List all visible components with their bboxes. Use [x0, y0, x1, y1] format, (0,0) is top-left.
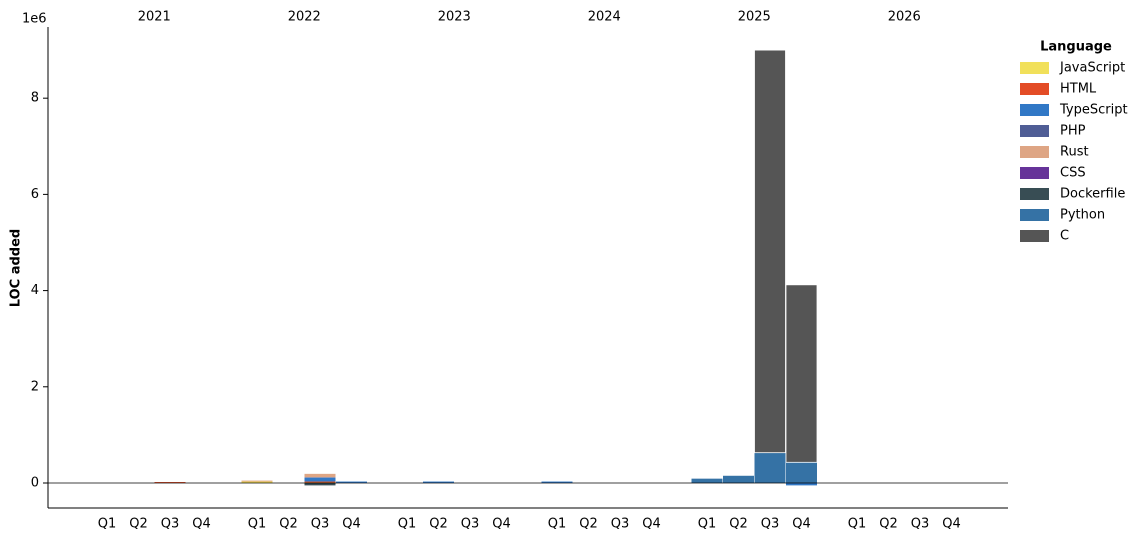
year-label: 2021 [138, 10, 171, 25]
legend-label: JavaScript [1059, 61, 1125, 76]
x-tick-label: Q1 [548, 517, 567, 532]
bar-segment [304, 482, 336, 486]
year-label: 2025 [738, 10, 771, 25]
legend-title: Language [1040, 40, 1112, 55]
x-tick-label: Q4 [642, 517, 661, 532]
x-tick-label: Q3 [761, 517, 780, 532]
y-offset-label: 1e6 [22, 12, 47, 27]
bar-segment [241, 481, 273, 483]
y-tick-label: 0 [31, 475, 39, 490]
legend-swatch [1020, 125, 1049, 137]
legend-label: Python [1060, 208, 1105, 223]
legend-label: PHP [1060, 124, 1086, 139]
x-tick-label: Q2 [879, 517, 898, 532]
y-tick-label: 6 [31, 187, 39, 202]
bar-segment [541, 481, 573, 483]
x-tick-label: Q3 [161, 517, 180, 532]
legend-label: Rust [1060, 145, 1089, 160]
year-label: 2024 [588, 10, 621, 25]
legend-swatch [1020, 83, 1049, 95]
year-label: 2022 [288, 10, 321, 25]
bar-segment [154, 482, 186, 483]
legend-swatch [1020, 146, 1049, 158]
x-tick-label: Q3 [461, 517, 480, 532]
bar-segment [723, 475, 754, 483]
x-tick-label: Q1 [98, 517, 117, 532]
x-tick-label: Q4 [942, 517, 961, 532]
bar-segment [786, 462, 817, 483]
x-tick-label: Q3 [611, 517, 630, 532]
x-tick-label: Q2 [729, 517, 748, 532]
bar-segment [691, 478, 723, 483]
year-label: 2026 [888, 10, 921, 25]
x-tick-label: Q1 [698, 517, 717, 532]
x-tick-label: Q4 [342, 517, 361, 532]
year-label: 2023 [438, 10, 471, 25]
x-tick-label: Q1 [398, 517, 417, 532]
y-tick-label: 8 [31, 91, 39, 106]
legend-label: TypeScript [1059, 103, 1128, 118]
x-tick-label: Q3 [311, 517, 330, 532]
x-tick-label: Q2 [579, 517, 598, 532]
legend-swatch [1020, 230, 1049, 242]
legend-swatch [1020, 62, 1049, 74]
bar-segment [304, 477, 336, 482]
x-tick-label: Q2 [429, 517, 448, 532]
bar-segment [786, 482, 817, 486]
legend-swatch [1020, 167, 1049, 179]
bar-segment [241, 480, 273, 482]
x-tick-label: Q2 [129, 517, 148, 532]
x-tick-label: Q4 [492, 517, 511, 532]
legend-label: C [1060, 229, 1069, 244]
legend-swatch [1020, 188, 1049, 200]
x-tick-label: Q1 [848, 517, 867, 532]
x-tick-label: Q2 [279, 517, 298, 532]
x-tick-label: Q4 [792, 517, 811, 532]
legend-swatch [1020, 104, 1049, 116]
x-tick-label: Q3 [911, 517, 930, 532]
bar-segment [754, 49, 786, 454]
bar-segment [754, 452, 786, 483]
bar-segment [785, 284, 818, 463]
bar-segment [304, 481, 336, 483]
legend-swatch [1020, 209, 1049, 221]
y-axis-label: LOC added [9, 229, 24, 307]
x-tick-label: Q4 [192, 517, 211, 532]
bar-segment [304, 473, 336, 478]
bar-segment [336, 481, 367, 483]
y-tick-label: 4 [31, 283, 39, 298]
bar-segment [423, 481, 454, 483]
y-tick-label: 2 [31, 379, 39, 394]
legend-label: CSS [1060, 166, 1086, 181]
legend-label: HTML [1060, 82, 1097, 97]
legend-label: Dockerfile [1060, 187, 1125, 202]
x-tick-label: Q1 [248, 517, 267, 532]
